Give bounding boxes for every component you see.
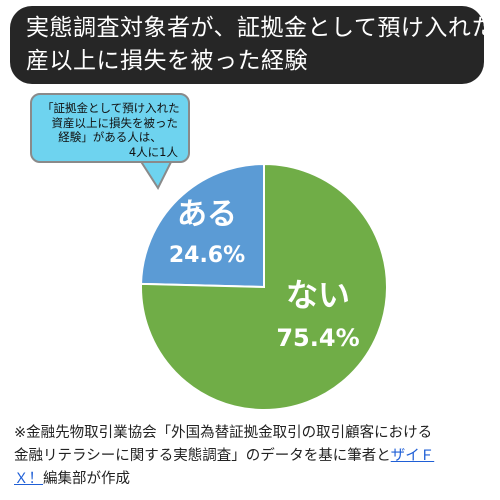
source-link-continued[interactable]: Ｘ！ bbox=[14, 471, 43, 487]
footnote-line-2: 金融リテラシーに関する実態調査」のデータを基に筆者とザイＦ bbox=[14, 445, 490, 468]
pie-slice-yes bbox=[140, 162, 265, 289]
footnote-line-2-text: 金融リテラシーに関する実態調査」のデータを基に筆者と bbox=[14, 448, 391, 464]
title-line-1: 実態調査対象者が、証拠金として預け入れた資 bbox=[26, 15, 500, 41]
slice-label-yes: ある bbox=[177, 197, 237, 232]
callout-pointer bbox=[138, 159, 174, 191]
callout-line-2: 資産以上に損失を被った bbox=[51, 115, 179, 130]
source-link[interactable]: ザイＦ bbox=[390, 448, 435, 464]
callout-line-1: 「証拠金として預け入れた bbox=[42, 101, 180, 115]
callout-box: 「証拠金として預け入れた 資産以上に損失を被った 経験」がある人は、 4人に1人 bbox=[30, 93, 190, 163]
title-banner: 実態調査対象者が、証拠金として預け入れた資 産以上に損失を被った経験 bbox=[10, 6, 500, 84]
callout-line-4: 4人に1人 bbox=[128, 144, 178, 159]
slice-label-no: ない bbox=[286, 276, 350, 314]
footnote-line-3: Ｘ！編集部が作成 bbox=[14, 468, 490, 491]
title-line-2: 産以上に損失を被った経験 bbox=[26, 48, 308, 74]
callout-line-3: 経験」がある人は、 bbox=[58, 130, 162, 144]
pie-slice-no bbox=[140, 162, 388, 411]
source-footnote: ※金融先物取引業協会「外国為替証拠金取引の取引顧客における 金融リテラシーに関す… bbox=[14, 422, 490, 491]
footnote-line-1: ※金融先物取引業協会「外国為替証拠金取引の取引顧客における bbox=[14, 425, 433, 441]
footnote-line-3-text: 編集部が作成 bbox=[43, 471, 130, 487]
slice-percent-yes: 24.6% bbox=[169, 243, 245, 268]
slice-percent-no: 75.4% bbox=[276, 324, 359, 352]
